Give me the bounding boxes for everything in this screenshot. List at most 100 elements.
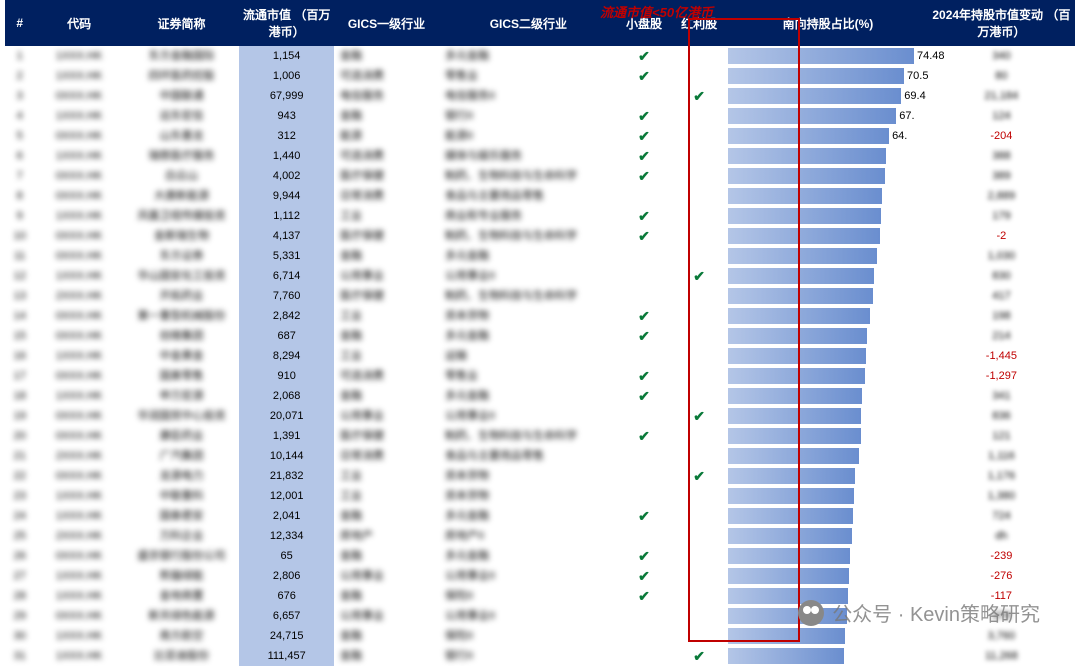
cell-cap: 12,334 [239,526,334,546]
cell-name: 四环医药控股 [124,66,240,86]
cell-idx: 3 [5,86,34,106]
cell-bar [728,466,928,486]
cell-small: ✔ [618,46,671,66]
cell-bar [728,426,928,446]
cell-g2: 公用事业II [439,566,618,586]
cell-g1: 日常消费 [334,446,439,466]
cell-small [618,246,671,266]
cell-small [618,86,671,106]
cell-div: ✔ [670,646,728,666]
cell-small: ✔ [618,146,671,166]
cell-chg: -1,445 [928,346,1075,366]
cell-small [618,626,671,646]
cell-cap: 8,294 [239,346,334,366]
cell-code: 1XXX.HK [34,106,123,126]
cell-idx: 28 [5,586,34,606]
cell-name: 康臣药业 [124,426,240,446]
cell-cap: 1,112 [239,206,334,226]
cell-div [670,486,728,506]
cell-small: ✔ [618,126,671,146]
cell-bar: 74.48 [728,46,928,66]
cell-chg: 1,176 [928,466,1075,486]
cell-cap: 2,842 [239,306,334,326]
cell-div [670,446,728,466]
cell-small: ✔ [618,366,671,386]
cell-bar: 67. [728,106,928,126]
cell-g1: 金融 [334,106,439,126]
cell-idx: 23 [5,486,34,506]
cell-div [670,186,728,206]
cell-bar: 70.5 [728,66,928,86]
cell-name: 万科企业 [124,526,240,546]
cell-code: 1XXX.HK [34,586,123,606]
cell-idx: 15 [5,326,34,346]
cell-chg: 1,030 [928,246,1075,266]
cell-chg: 3,760 [928,626,1075,646]
cell-div [670,46,728,66]
cell-div [670,106,728,126]
cell-g1: 公用事业 [334,266,439,286]
cell-div [670,626,728,646]
cell-g2: 公用事业II [439,406,618,426]
cell-small: ✔ [618,106,671,126]
cell-chg: 214 [928,326,1075,346]
cell-bar [728,226,928,246]
cell-div [670,246,728,266]
cell-name: 中金黄金 [124,346,240,366]
cell-g2: 媒体与娱乐服务 [439,146,618,166]
cell-chg: 198 [928,306,1075,326]
cell-chg: 341 [928,386,1075,406]
cell-code: 0XXX.HK [34,306,123,326]
table-row: 220XXX.HK龙源电力21,832工业资本货物✔1,176 [5,466,1075,486]
table-row: 21XXX.HK四环医药控股1,006可选消费零售业✔70.580 [5,66,1075,86]
cell-chg: 124 [928,106,1075,126]
wechat-icon [798,600,824,626]
cell-chg: 21,184 [928,86,1075,106]
cell-cap: 4,137 [239,226,334,246]
cell-bar: 64. [728,126,928,146]
cell-cap: 1,440 [239,146,334,166]
cell-bar [728,546,928,566]
cell-small: ✔ [618,306,671,326]
table-row: 80XXX.HK大唐新能源9,944日常消费食品与主要用品零售2,889 [5,186,1075,206]
cell-idx: 9 [5,206,34,226]
cell-small: ✔ [618,326,671,346]
cell-chg: 388 [928,146,1075,166]
cell-cap: 2,041 [239,506,334,526]
cell-code: 0XXX.HK [34,246,123,266]
cell-g1: 医疗保健 [334,286,439,306]
cell-g1: 金融 [334,646,439,666]
cell-chg: 724 [928,506,1075,526]
cell-g2: 食品与主要用品零售 [439,186,618,206]
cell-name: 国泰君安 [124,506,240,526]
cell-idx: 22 [5,466,34,486]
cell-bar [728,206,928,226]
cell-name: 开拓药业 [124,286,240,306]
cell-bar [728,506,928,526]
cell-code: 1XXX.HK [34,346,123,366]
cell-bar [728,326,928,346]
cell-bar [728,166,928,186]
cell-idx: 17 [5,366,34,386]
cell-cap: 676 [239,586,334,606]
cell-small: ✔ [618,226,671,246]
cell-bar [728,646,928,666]
cell-div [670,366,728,386]
cell-idx: 24 [5,506,34,526]
cell-bar [728,146,928,166]
cell-cap: 6,714 [239,266,334,286]
cell-name: 华山国安化工投资 [124,266,240,286]
cell-idx: 19 [5,406,34,426]
cell-code: 2XXX.HK [34,286,123,306]
cell-bar [728,446,928,466]
cell-chg: 2,889 [928,186,1075,206]
cell-bar [728,346,928,366]
cell-div [670,326,728,346]
cell-name: 盛京银行股份公司 [124,546,240,566]
cell-code: 0XXX.HK [34,126,123,146]
table-row: 41XXX.HK远东宏信943金融银行II✔67.124 [5,106,1075,126]
table-row: 231XXX.HK中联重科12,001工业资本货物1,380 [5,486,1075,506]
cell-code: 0XXX.HK [34,606,123,626]
cell-idx: 6 [5,146,34,166]
cell-g2: 资本货物 [439,466,618,486]
